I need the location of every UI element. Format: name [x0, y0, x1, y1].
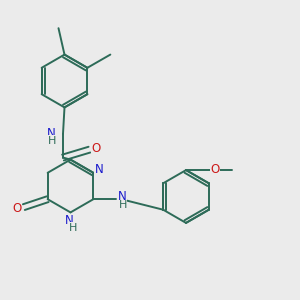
Text: H: H — [47, 136, 56, 146]
Text: O: O — [92, 142, 100, 155]
Text: H: H — [69, 223, 78, 233]
Text: H: H — [118, 200, 127, 210]
Text: O: O — [211, 163, 220, 176]
Text: N: N — [64, 214, 74, 227]
Text: O: O — [13, 202, 22, 215]
Text: N: N — [117, 190, 126, 203]
Text: N: N — [95, 163, 104, 176]
Text: N: N — [47, 127, 56, 140]
